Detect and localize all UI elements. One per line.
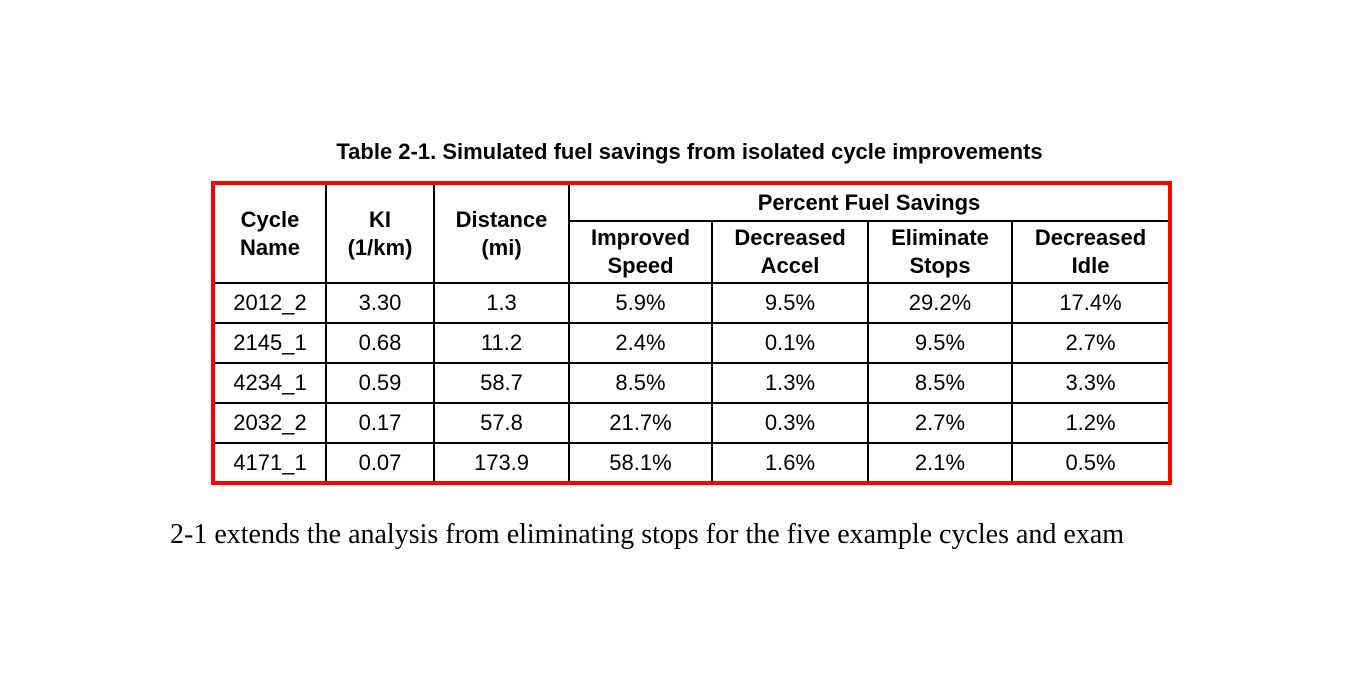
header-cell-eliminate-stops: Eliminate Stops [867, 220, 1013, 284]
cell-eliminate-stops: 29.2% [867, 282, 1013, 324]
header-cell-improved-speed: Improved Speed [568, 220, 713, 284]
cell-distance: 57.8 [433, 402, 570, 444]
fuel-savings-table: Cycle Name KI (1/km) Distance (mi) Perce… [211, 181, 1173, 485]
cell-cycle-name: 2032_2 [212, 402, 327, 444]
cell-decreased-accel: 9.5% [711, 282, 869, 324]
cell-improved-speed: 5.9% [568, 282, 713, 324]
table-row: 2012_2 3.30 1.3 5.9% 9.5% 29.2% 17.4% [212, 282, 1172, 324]
cell-decreased-idle: 0.5% [1010, 442, 1172, 484]
cell-decreased-idle: 3.3% [1010, 362, 1172, 404]
table-header: Cycle Name KI (1/km) Distance (mi) Perce… [212, 182, 1172, 284]
cell-eliminate-stops: 9.5% [867, 322, 1013, 364]
header-cell-percent-fuel-savings: Percent Fuel Savings [567, 182, 1172, 222]
cell-improved-speed: 58.1% [568, 442, 713, 484]
cell-ki: 0.07 [325, 442, 435, 484]
cell-distance: 11.2 [433, 322, 570, 364]
cell-ki: 3.30 [325, 282, 435, 324]
header-cell-distance: Distance (mi) [433, 182, 570, 284]
cell-decreased-accel: 1.6% [711, 442, 869, 484]
header-cell-cycle-name: Cycle Name [212, 182, 327, 284]
cell-cycle-name: 2012_2 [212, 282, 327, 324]
cell-ki: 0.59 [325, 362, 435, 404]
cell-ki: 0.68 [325, 322, 435, 364]
cell-ki: 0.17 [325, 402, 435, 444]
cell-improved-speed: 2.4% [568, 322, 713, 364]
header-cell-decreased-accel: Decreased Accel [711, 220, 869, 284]
body-text: 2-1 extends the analysis from eliminatin… [170, 519, 1125, 550]
cell-eliminate-stops: 2.7% [867, 402, 1013, 444]
cell-eliminate-stops: 8.5% [867, 362, 1013, 404]
cell-improved-speed: 8.5% [568, 362, 713, 404]
cell-cycle-name: 4171_1 [212, 442, 327, 484]
table-row: 4234_1 0.59 58.7 8.5% 1.3% 8.5% 3.3% [212, 362, 1172, 404]
header-cell-ki: KI (1/km) [325, 182, 435, 284]
cell-improved-speed: 21.7% [568, 402, 713, 444]
cell-decreased-accel: 0.1% [711, 322, 869, 364]
table-header-row-group: Cycle Name KI (1/km) Distance (mi) Perce… [212, 182, 1172, 284]
table-header-row-sub: Improved Speed Decreased Accel Eliminate… [213, 220, 1172, 284]
cell-decreased-accel: 1.3% [711, 362, 869, 404]
cell-distance: 1.3 [433, 282, 570, 324]
table-row: 2145_1 0.68 11.2 2.4% 0.1% 9.5% 2.7% [212, 322, 1172, 364]
cell-decreased-idle: 17.4% [1010, 282, 1172, 324]
cell-eliminate-stops: 2.1% [867, 442, 1013, 484]
cell-distance: 58.7 [433, 362, 570, 404]
cell-decreased-accel: 0.3% [711, 402, 869, 444]
cell-decreased-idle: 1.2% [1010, 402, 1172, 444]
table-row: 2032_2 0.17 57.8 21.7% 0.3% 2.7% 1.2% [212, 402, 1172, 444]
cell-cycle-name: 4234_1 [212, 362, 327, 404]
cell-distance: 173.9 [433, 442, 570, 484]
cell-cycle-name: 2145_1 [212, 322, 327, 364]
table-caption: Table 2-1. Simulated fuel savings from i… [336, 139, 1043, 164]
table-row: 4171_1 0.07 173.9 58.1% 1.6% 2.1% 0.5% [212, 442, 1172, 484]
table-body: 2012_2 3.30 1.3 5.9% 9.5% 29.2% 17.4% 21… [212, 282, 1172, 484]
header-cell-decreased-idle: Decreased Idle [1010, 220, 1172, 284]
cell-decreased-idle: 2.7% [1010, 322, 1172, 364]
